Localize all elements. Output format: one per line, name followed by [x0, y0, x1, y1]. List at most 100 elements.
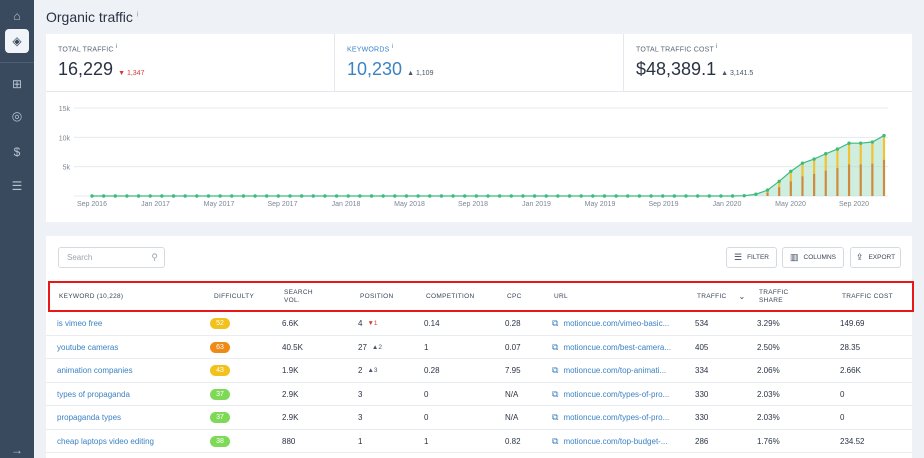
- home-icon[interactable]: ⌂: [13, 9, 21, 23]
- metric-label: TOTAL TRAFFIC COST i: [636, 44, 718, 54]
- columns-button[interactable]: ▥ COLUMNS: [782, 247, 844, 268]
- info-icon: i: [115, 44, 118, 50]
- traffic-cost-cell: 28.35: [840, 342, 861, 352]
- expand-sidebar-icon[interactable]: →: [11, 443, 23, 457]
- data-point: [148, 194, 152, 198]
- data-point: [113, 194, 117, 198]
- metric-label: KEYWORDS i: [347, 44, 394, 54]
- metric-label: TOTAL TRAFFIC i: [58, 44, 118, 54]
- metric-value: 16,229: [58, 59, 114, 80]
- external-link-icon: ⧉: [552, 388, 559, 399]
- x-tick-label: Jan 2018: [332, 201, 361, 208]
- table-row: is vimeo free 52 6.6K 4 ▼1 0.14 0.28 ⧉ motioncue…: [46, 312, 912, 336]
- header-position[interactable]: POSITION: [360, 292, 394, 300]
- competition-cell: 0: [424, 389, 429, 399]
- data-point: [532, 194, 537, 198]
- keyword-link[interactable]: propaganda types: [57, 413, 122, 423]
- header-url[interactable]: URL: [554, 292, 568, 300]
- url-link[interactable]: ⧉ motioncue.com/top-animati...: [552, 365, 667, 376]
- data-point: [218, 194, 222, 198]
- competition-cell: 1: [424, 342, 429, 352]
- metric-keywords[interactable]: KEYWORDS i 10,230 ▲ 1,109: [335, 34, 624, 91]
- data-point: [800, 161, 805, 165]
- x-tick-label: Sep 2017: [268, 201, 298, 208]
- info-icon[interactable]: i: [136, 11, 139, 19]
- data-point: [311, 194, 315, 198]
- page-title: Organic traffic i: [46, 9, 138, 25]
- keyword-link[interactable]: animation companies: [57, 366, 133, 376]
- traffic-share-cell: 2.06%: [757, 366, 780, 376]
- url-link[interactable]: ⧉ motioncue.com/types-of-pro...: [552, 388, 670, 399]
- export-button[interactable]: ⇪ EXPORT: [850, 247, 901, 268]
- data-point: [381, 194, 385, 198]
- metric-total-traffic[interactable]: TOTAL TRAFFIC i 16,229 ▼ 1,347: [46, 34, 335, 91]
- keyword-link[interactable]: cheap laptops video editing: [57, 436, 154, 446]
- metric-delta: ▲ 3,141.5: [721, 70, 754, 78]
- layers-icon[interactable]: ◈: [5, 29, 29, 53]
- data-point: [253, 194, 257, 198]
- keyword-link[interactable]: youtube cameras: [57, 342, 119, 352]
- header-search-vol[interactable]: SEARCH VOL.: [284, 288, 313, 304]
- traffic-cost-cell: 0: [840, 413, 845, 423]
- data-point: [276, 194, 281, 198]
- x-tick-label: Jan 2017: [141, 201, 170, 208]
- competition-cell: 0.28: [424, 366, 440, 376]
- header-traffic-cost[interactable]: TRAFFIC COST: [842, 292, 893, 300]
- traffic-cost-cell: 149.69: [840, 319, 865, 329]
- search-volume-cell: 1.9K: [282, 366, 299, 376]
- keyword-link[interactable]: types of propaganda: [57, 389, 130, 399]
- position-cell: 3: [358, 389, 363, 399]
- header-cpc[interactable]: CPC: [507, 292, 522, 300]
- position-cell: 27 ▲2: [358, 342, 382, 352]
- table-row: propaganda types 37 2.9K 3 0 N/A ⧉ motioncue.co…: [46, 406, 912, 430]
- url-link[interactable]: ⧉ motioncue.com/types-of-pro...: [552, 412, 670, 423]
- header-competition[interactable]: COMPETITION: [426, 292, 475, 300]
- search-input[interactable]: Search ⚲: [58, 247, 165, 268]
- position-cell: 1: [358, 436, 363, 446]
- database-icon[interactable]: ☰: [11, 179, 23, 193]
- data-point: [579, 194, 583, 198]
- data-point: [90, 194, 94, 198]
- cpc-cell: 7.95: [505, 366, 521, 376]
- data-point: [626, 194, 630, 198]
- data-point: [101, 194, 106, 198]
- url-link[interactable]: ⧉ motioncue.com/best-camera...: [552, 341, 672, 352]
- x-tick-label: Sep 2018: [458, 201, 488, 208]
- url-link[interactable]: ⧉ motioncue.com/top-budget-...: [552, 435, 668, 446]
- data-point: [160, 194, 164, 198]
- keyword-link[interactable]: is vimeo free: [57, 319, 103, 329]
- search-icon: ⚲: [151, 252, 158, 262]
- traffic-cost-cell: 2.66K: [840, 366, 861, 376]
- url-link[interactable]: ⧉ motioncue.com/vimeo-basic...: [552, 318, 670, 329]
- table-header: KEYWORD (10,228) DIFFICULTY SEARCH VOL. P…: [48, 281, 914, 312]
- dollar-icon[interactable]: $: [13, 145, 21, 159]
- grid-icon[interactable]: ⊞: [11, 77, 23, 91]
- cpc-cell: 0.07: [505, 342, 521, 352]
- page-title-text: Organic traffic: [46, 9, 133, 25]
- header-difficulty[interactable]: DIFFICULTY: [214, 292, 255, 300]
- data-point: [451, 194, 455, 198]
- difficulty-badge: 43: [210, 365, 230, 377]
- data-point: [334, 194, 339, 198]
- data-point: [521, 194, 525, 198]
- metrics-bar: TOTAL TRAFFIC i 16,229 ▼ 1,347 KEYWORDS …: [46, 34, 912, 92]
- data-point: [183, 194, 187, 198]
- metric-value: $48,389.1: [636, 59, 717, 80]
- search-volume-cell: 6.6K: [282, 319, 299, 329]
- header-keyword[interactable]: KEYWORD (10,228): [59, 292, 124, 300]
- traffic-line: [92, 135, 885, 197]
- filter-button[interactable]: ☰ FILTER: [726, 247, 777, 268]
- header-traffic[interactable]: TRAFFIC ⌄: [697, 291, 746, 301]
- sidebar: ⌂ ◈ ⊞ ◎ $ ☰ →: [0, 0, 34, 458]
- target-icon[interactable]: ◎: [11, 109, 23, 123]
- header-traffic-share[interactable]: TRAFFIC SHARE: [759, 288, 789, 304]
- sort-chevron-icon: ⌄: [738, 291, 746, 301]
- data-point: [416, 194, 420, 198]
- table-row: youtube cameras 63 40.5K 27 ▲2 1 0.07 ⧉ motioncu…: [46, 336, 912, 359]
- difficulty-badge: 37: [210, 388, 230, 400]
- data-point: [474, 194, 479, 198]
- metric-total-traffic-cost[interactable]: TOTAL TRAFFIC COST i $48,389.1 ▲ 3,141.5: [624, 34, 912, 91]
- data-point: [428, 194, 432, 198]
- y-tick-label: 10k: [59, 135, 71, 142]
- data-point: [288, 194, 292, 198]
